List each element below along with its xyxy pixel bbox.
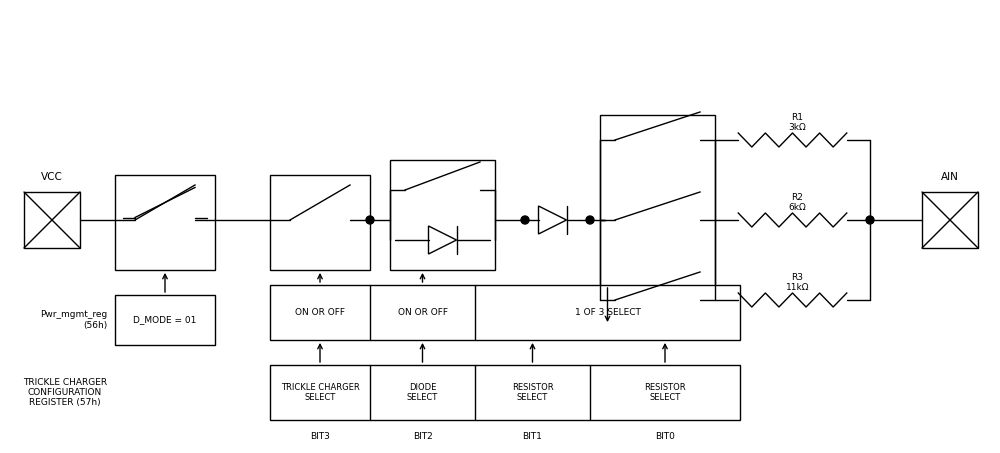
Text: BIT1: BIT1 bbox=[523, 432, 542, 441]
Bar bbox=[270, 175, 370, 270]
Text: VCC: VCC bbox=[41, 172, 63, 182]
Bar bbox=[24, 192, 80, 248]
Bar bbox=[270, 365, 740, 420]
Text: 6kΩ: 6kΩ bbox=[789, 203, 806, 212]
Text: BIT3: BIT3 bbox=[310, 432, 330, 441]
Text: RESISTOR
SELECT: RESISTOR SELECT bbox=[512, 383, 553, 402]
Text: Pwr_mgmt_reg
(56h): Pwr_mgmt_reg (56h) bbox=[40, 310, 107, 330]
Text: ON OR OFF: ON OR OFF bbox=[295, 308, 345, 317]
Text: 3kΩ: 3kΩ bbox=[789, 123, 806, 132]
Circle shape bbox=[366, 216, 374, 224]
Text: R1: R1 bbox=[792, 113, 804, 122]
Text: BIT0: BIT0 bbox=[655, 432, 675, 441]
Text: R3: R3 bbox=[792, 273, 804, 282]
Text: BIT2: BIT2 bbox=[413, 432, 432, 441]
Circle shape bbox=[586, 216, 594, 224]
Bar bbox=[390, 160, 495, 270]
Bar bbox=[270, 285, 740, 340]
Bar bbox=[115, 175, 215, 270]
Text: 1 OF 3 SELECT: 1 OF 3 SELECT bbox=[575, 308, 640, 317]
Circle shape bbox=[521, 216, 529, 224]
Bar bbox=[600, 115, 715, 325]
Bar bbox=[115, 295, 215, 345]
Text: RESISTOR
SELECT: RESISTOR SELECT bbox=[644, 383, 686, 402]
Text: R2: R2 bbox=[792, 193, 803, 202]
Text: TRICKLE CHARGER
CONFIGURATION
REGISTER (57h): TRICKLE CHARGER CONFIGURATION REGISTER (… bbox=[23, 378, 107, 407]
Text: AIN: AIN bbox=[941, 172, 959, 182]
Text: DIODE
SELECT: DIODE SELECT bbox=[407, 383, 438, 402]
Text: 11kΩ: 11kΩ bbox=[786, 283, 809, 292]
Circle shape bbox=[866, 216, 874, 224]
Text: TRICKLE CHARGER
SELECT: TRICKLE CHARGER SELECT bbox=[281, 383, 359, 402]
Bar bbox=[922, 192, 978, 248]
Text: ON OR OFF: ON OR OFF bbox=[398, 308, 448, 317]
Text: D_MODE = 01: D_MODE = 01 bbox=[133, 315, 197, 324]
